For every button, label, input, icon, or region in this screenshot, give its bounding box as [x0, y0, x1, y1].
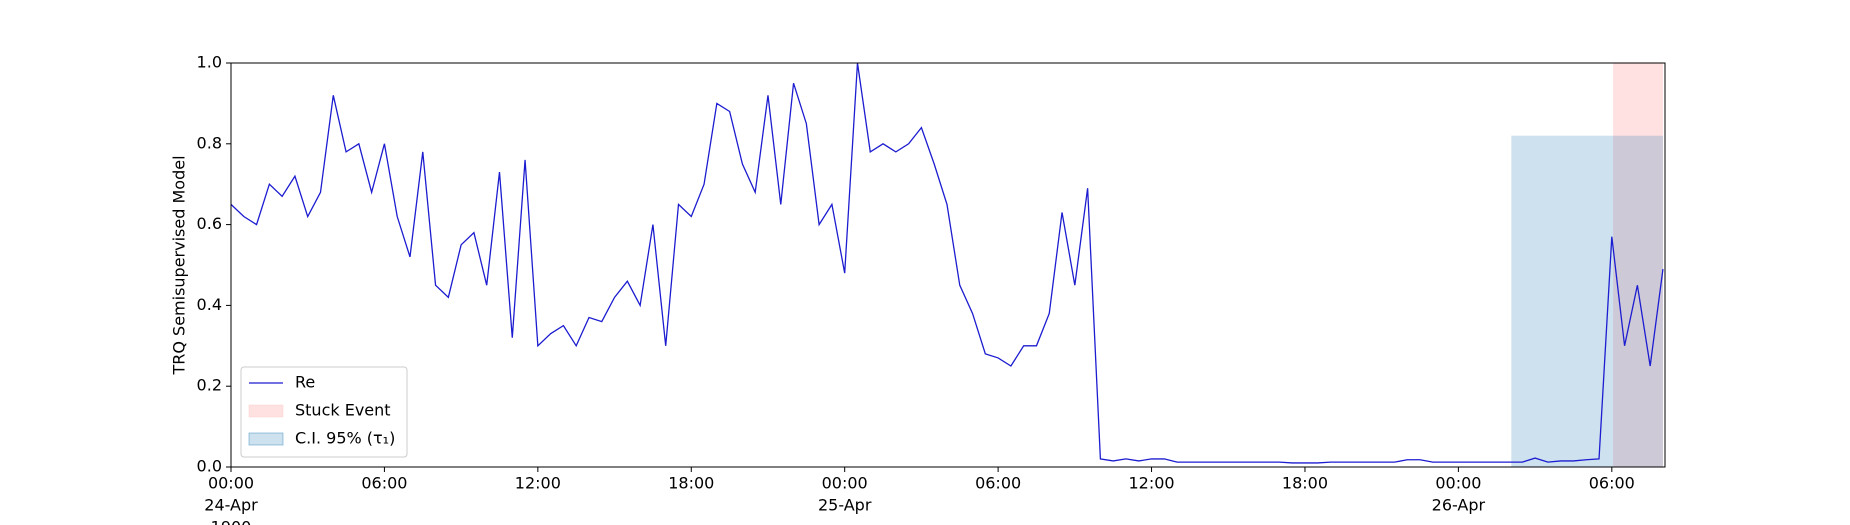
y-tick-label: 1.0 — [197, 53, 222, 72]
legend-patch — [248, 404, 284, 418]
x-tick-label: 12:00 — [515, 474, 561, 493]
x-tick-label: 18:00 — [1282, 474, 1328, 493]
data-line — [230, 62, 1664, 464]
y-tick-label: 0.0 — [197, 457, 222, 476]
x-tick-label: 00:00 — [822, 474, 868, 493]
plot-frame — [230, 62, 1666, 468]
x-tick-label: 12:00 — [1128, 474, 1174, 493]
y-tick-label: 0.2 — [197, 376, 222, 395]
x-tick-date: 26-Apr — [1432, 496, 1486, 515]
legend-box — [240, 366, 408, 458]
span — [1511, 135, 1663, 467]
legend-label: Re — [295, 373, 315, 392]
legend-label: C.I. 95% (τ₁) — [295, 429, 395, 448]
x-tick-label: 00:00 — [1435, 474, 1481, 493]
x-tick-label: 06:00 — [975, 474, 1021, 493]
x-tick-label: 18:00 — [668, 474, 714, 493]
y-tick-label: 0.4 — [197, 295, 222, 314]
y-axis-label: TRQ Semisupervised Model — [170, 155, 189, 375]
x-tick-date: 24-Apr — [204, 496, 258, 515]
y-tick-label: 0.6 — [197, 214, 222, 233]
legend-patch — [248, 432, 284, 446]
span — [1613, 63, 1663, 467]
x-tick-label: 06:00 — [361, 474, 407, 493]
y-tick-label: 0.8 — [197, 133, 222, 152]
x-offset-label: 1900 — [211, 518, 252, 525]
x-tick-label: 00:00 — [208, 474, 254, 493]
x-tick-label: 06:00 — [1589, 474, 1635, 493]
legend-label: Stuck Event — [295, 401, 391, 420]
x-tick-date: 25-Apr — [818, 496, 872, 515]
